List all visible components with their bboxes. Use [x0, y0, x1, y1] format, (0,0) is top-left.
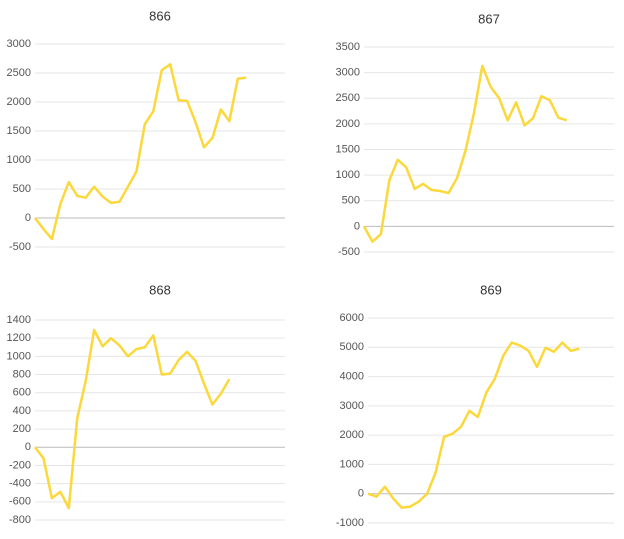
- y-tick-label: 2000: [340, 429, 364, 441]
- y-tick-label: 400: [13, 405, 31, 417]
- y-tick-label: 2500: [336, 92, 360, 104]
- chart-title: 869: [480, 282, 502, 297]
- y-tick-label: -500: [338, 246, 360, 258]
- y-tick-label: 0: [354, 220, 360, 232]
- y-tick-label: 800: [13, 368, 31, 380]
- y-tick-label: 500: [342, 195, 360, 207]
- y-tick-label: -800: [9, 514, 31, 526]
- y-tick-label: 0: [25, 212, 31, 224]
- y-tick-label: 1000: [340, 458, 364, 470]
- data-line: [34, 328, 231, 510]
- y-tick-label: 600: [13, 387, 31, 399]
- y-tick-label: 5000: [340, 341, 364, 353]
- y-tick-label: 0: [25, 441, 31, 453]
- y-tick-label: 0: [358, 488, 364, 500]
- y-tick-label: -1000: [336, 517, 364, 529]
- y-tick-label: 1000: [7, 350, 31, 362]
- data-line: [362, 64, 568, 243]
- chart-title: 867: [478, 11, 500, 26]
- y-tick-label: 1000: [7, 154, 31, 166]
- y-tick-label: 500: [13, 183, 31, 195]
- y-tick-label: 6000: [340, 312, 364, 324]
- y-tick-label: 1500: [7, 125, 31, 137]
- chart-title: 866: [149, 8, 171, 23]
- y-tick-label: 3000: [336, 67, 360, 79]
- y-tick-label: -400: [9, 478, 31, 490]
- y-tick-label: 1500: [336, 143, 360, 155]
- y-tick-label: -200: [9, 459, 31, 471]
- y-tick-label: 1200: [7, 332, 31, 344]
- y-tick-label: 2000: [7, 96, 31, 108]
- y-tick-label: 1400: [7, 314, 31, 326]
- y-tick-label: 2500: [7, 67, 31, 79]
- y-tick-label: 3000: [340, 400, 364, 412]
- y-tick-label: 1000: [336, 169, 360, 181]
- y-tick-label: 3000: [7, 38, 31, 50]
- data-line: [367, 341, 580, 510]
- y-tick-label: 4000: [340, 370, 364, 382]
- chart-title: 868: [149, 282, 171, 297]
- y-tick-label: -600: [9, 496, 31, 508]
- y-tick-label: 3500: [336, 41, 360, 53]
- data-line: [34, 63, 247, 241]
- y-tick-label: 2000: [336, 118, 360, 130]
- y-tick-label: 200: [13, 423, 31, 435]
- y-tick-label: -500: [9, 241, 31, 253]
